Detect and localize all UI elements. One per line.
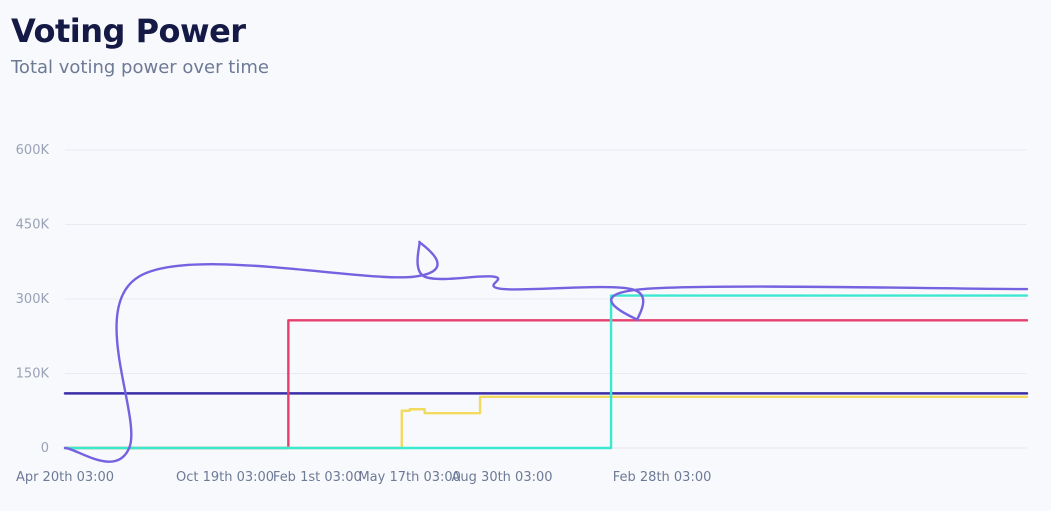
x-tick-label: Apr 20th 03:00 (16, 470, 114, 485)
y-axis: 0 150K 300K 450K 600K (16, 143, 50, 456)
chart-title: Voting Power (11, 12, 246, 50)
series-line-2[interactable] (63, 319, 1029, 450)
grid-lines (65, 149, 1027, 449)
chart-subtitle: Total voting power over time (11, 57, 269, 78)
series-line-4[interactable] (63, 294, 1029, 450)
x-tick-label: Aug 30th 03:00 (452, 470, 553, 485)
x-tick-label: May 17th 03:00 (358, 470, 460, 485)
series-line-3[interactable] (63, 395, 1029, 450)
x-tick-label: Feb 1st 03:00 (273, 470, 362, 485)
y-tick-label: 600K (16, 143, 50, 158)
series-line-5[interactable] (63, 240, 1029, 463)
y-tick-label: 450K (16, 218, 50, 233)
y-tick-label: 150K (16, 367, 50, 382)
x-tick-label: Oct 19th 03:00 (176, 470, 274, 485)
y-tick-label: 0 (41, 441, 49, 456)
plot-area (63, 240, 1029, 463)
y-tick-label: 300K (16, 292, 50, 307)
x-tick-label: Feb 28th 03:00 (613, 470, 712, 485)
